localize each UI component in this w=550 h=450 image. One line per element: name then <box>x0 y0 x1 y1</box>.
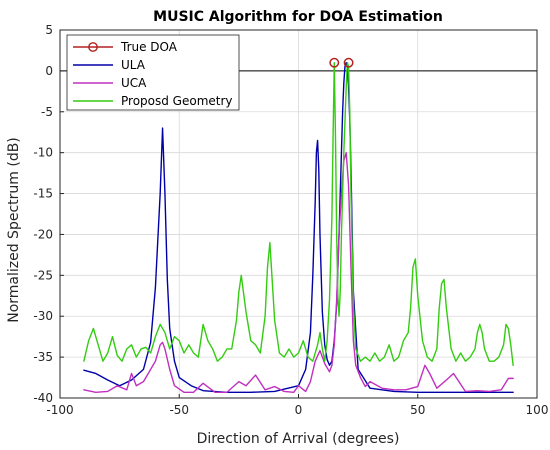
y-axis-ticks: 5 0 -5 -10 -15 -20 -25 -30 -35 -40 <box>33 23 64 405</box>
true-doa-marker <box>343 57 354 68</box>
x-tick-label: 0 <box>295 403 303 417</box>
x-tick-label: -100 <box>46 403 73 417</box>
y-tick-label: 0 <box>45 64 53 78</box>
y-tick-label: -40 <box>33 391 53 405</box>
true-doa-markers <box>329 57 354 68</box>
series-lines <box>83 62 514 393</box>
y-tick-label: 5 <box>45 23 53 37</box>
y-tick-label: -30 <box>33 309 53 323</box>
legend-label-uca: UCA <box>121 76 147 90</box>
legend-label-true-doa: True DOA <box>120 40 178 54</box>
legend-entry-proposed-geometry: Proposd Geometry <box>73 94 233 108</box>
y-tick-label: -10 <box>33 146 53 160</box>
y-axis-label: Normalized Spectrum (dB) <box>6 137 22 323</box>
x-tick-label: 100 <box>526 403 549 417</box>
legend-entry-ula: ULA <box>73 58 146 72</box>
x-axis-label: Direction of Arrival (degrees) <box>197 431 400 447</box>
chart-legend: True DOA ULA UCA Proposd Geometry <box>66 34 240 111</box>
y-tick-label: -35 <box>33 350 53 364</box>
legend-label-proposed-geometry: Proposd Geometry <box>121 94 233 108</box>
chart-title: MUSIC Algorithm for DOA Estimation <box>153 9 443 25</box>
legend-label-ula: ULA <box>121 58 146 72</box>
legend-entry-true-doa: True DOA <box>73 40 178 54</box>
x-axis-ticks: -100 -50 0 50 100 <box>46 394 548 417</box>
y-tick-label: -20 <box>33 227 53 241</box>
series-line-uca <box>83 151 514 393</box>
legend-entry-uca: UCA <box>73 76 147 90</box>
y-tick-label: -5 <box>41 105 53 119</box>
true-doa-marker <box>329 57 340 68</box>
y-tick-label: -15 <box>33 187 53 201</box>
y-tick-label: -25 <box>33 268 53 282</box>
x-tick-label: -50 <box>169 403 189 417</box>
legend-marker-true-doa <box>88 42 98 52</box>
series-line-proposed <box>83 62 514 366</box>
x-tick-label: 50 <box>410 403 425 417</box>
